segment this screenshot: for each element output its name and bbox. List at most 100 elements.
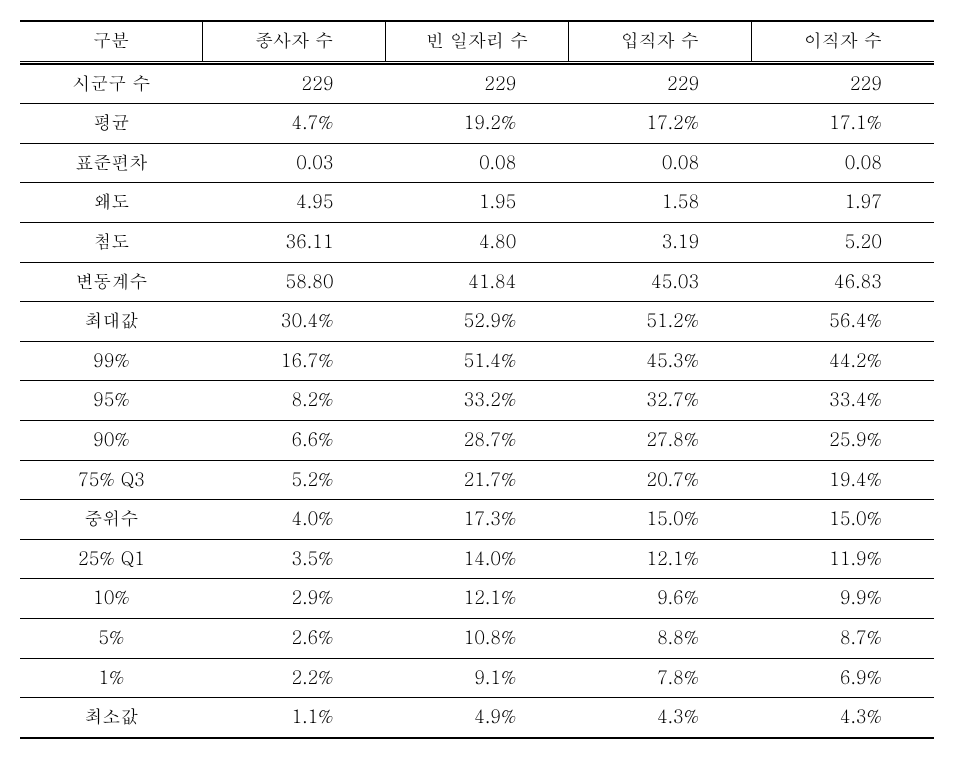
cell-value: 6.9% (751, 658, 934, 698)
cell-value: 44.2% (751, 341, 934, 381)
table-row: 95%8.2%33.2%32.7%33.4% (20, 381, 934, 421)
cell-value: 229 (568, 64, 751, 104)
col-header-vacancy: 빈 일자리 수 (386, 21, 569, 62)
cell-value: 33.2% (386, 381, 569, 421)
table-row: 1%2.2%9.1%7.8%6.9% (20, 658, 934, 698)
cell-value: 32.7% (568, 381, 751, 421)
cell-value: 5.2% (203, 460, 386, 500)
cell-value: 1.1% (203, 698, 386, 738)
cell-value: 2.6% (203, 618, 386, 658)
row-label: 1% (20, 658, 203, 698)
cell-value: 0.08 (751, 143, 934, 183)
cell-value: 2.9% (203, 579, 386, 619)
cell-value: 52.9% (386, 302, 569, 342)
table-row: 90%6.6%28.7%27.8%25.9% (20, 420, 934, 460)
table-row: 99%16.7%51.4%45.3%44.2% (20, 341, 934, 381)
table-row: 최대값30.4%52.9%51.2%56.4% (20, 302, 934, 342)
row-label: 첨도 (20, 222, 203, 262)
table-row: 왜도4.951.951.581.97 (20, 183, 934, 223)
row-label: 10% (20, 579, 203, 619)
row-label: 25% Q1 (20, 539, 203, 579)
row-label: 최대값 (20, 302, 203, 342)
cell-value: 12.1% (386, 579, 569, 619)
table-body: 시군구 수229229229229평균4.7%19.2%17.2%17.1%표준… (20, 64, 934, 738)
cell-value: 19.4% (751, 460, 934, 500)
cell-value: 10.8% (386, 618, 569, 658)
cell-value: 229 (386, 64, 569, 104)
cell-value: 58.80 (203, 262, 386, 302)
table-row: 표준편차0.030.080.080.08 (20, 143, 934, 183)
cell-value: 17.2% (568, 104, 751, 144)
cell-value: 45.3% (568, 341, 751, 381)
table-row: 평균4.7%19.2%17.2%17.1% (20, 104, 934, 144)
cell-value: 14.0% (386, 539, 569, 579)
table-row: 최소값1.1%4.9%4.3%4.3% (20, 698, 934, 738)
cell-value: 51.2% (568, 302, 751, 342)
cell-value: 8.8% (568, 618, 751, 658)
cell-value: 15.0% (751, 500, 934, 540)
statistics-table: 구분 종사자 수 빈 일자리 수 입직자 수 이직자 수 시군구 수229229… (20, 20, 934, 739)
cell-value: 45.03 (568, 262, 751, 302)
cell-value: 9.6% (568, 579, 751, 619)
cell-value: 0.03 (203, 143, 386, 183)
cell-value: 56.4% (751, 302, 934, 342)
cell-value: 41.84 (386, 262, 569, 302)
cell-value: 4.80 (386, 222, 569, 262)
cell-value: 15.0% (568, 500, 751, 540)
table-row: 중위수4.0%17.3%15.0%15.0% (20, 500, 934, 540)
row-label: 시군구 수 (20, 64, 203, 104)
row-label: 95% (20, 381, 203, 421)
table-header-row: 구분 종사자 수 빈 일자리 수 입직자 수 이직자 수 (20, 21, 934, 62)
table-row: 10%2.9%12.1%9.6%9.9% (20, 579, 934, 619)
cell-value: 4.3% (751, 698, 934, 738)
cell-value: 229 (203, 64, 386, 104)
row-label: 최소값 (20, 698, 203, 738)
cell-value: 21.7% (386, 460, 569, 500)
cell-value: 2.2% (203, 658, 386, 698)
table-row: 첨도36.114.803.195.20 (20, 222, 934, 262)
cell-value: 5.20 (751, 222, 934, 262)
row-label: 99% (20, 341, 203, 381)
col-header-workers: 종사자 수 (203, 21, 386, 62)
cell-value: 4.3% (568, 698, 751, 738)
cell-value: 1.97 (751, 183, 934, 223)
row-label: 5% (20, 618, 203, 658)
cell-value: 20.7% (568, 460, 751, 500)
row-label: 75% Q3 (20, 460, 203, 500)
cell-value: 3.19 (568, 222, 751, 262)
cell-value: 27.8% (568, 420, 751, 460)
cell-value: 17.1% (751, 104, 934, 144)
col-header-label: 구분 (20, 21, 203, 62)
cell-value: 36.11 (203, 222, 386, 262)
cell-value: 3.5% (203, 539, 386, 579)
cell-value: 7.8% (568, 658, 751, 698)
cell-value: 51.4% (386, 341, 569, 381)
cell-value: 6.6% (203, 420, 386, 460)
cell-value: 1.95 (386, 183, 569, 223)
row-label: 90% (20, 420, 203, 460)
table-row: 75% Q35.2%21.7%20.7%19.4% (20, 460, 934, 500)
cell-value: 8.7% (751, 618, 934, 658)
row-label: 왜도 (20, 183, 203, 223)
cell-value: 25.9% (751, 420, 934, 460)
row-label: 변동계수 (20, 262, 203, 302)
row-label: 중위수 (20, 500, 203, 540)
cell-value: 28.7% (386, 420, 569, 460)
cell-value: 12.1% (568, 539, 751, 579)
col-header-quits: 이직자 수 (751, 21, 934, 62)
cell-value: 0.08 (568, 143, 751, 183)
cell-value: 8.2% (203, 381, 386, 421)
cell-value: 30.4% (203, 302, 386, 342)
col-header-hires: 입직자 수 (568, 21, 751, 62)
cell-value: 19.2% (386, 104, 569, 144)
cell-value: 16.7% (203, 341, 386, 381)
row-label: 표준편차 (20, 143, 203, 183)
cell-value: 9.9% (751, 579, 934, 619)
cell-value: 4.95 (203, 183, 386, 223)
cell-value: 11.9% (751, 539, 934, 579)
cell-value: 229 (751, 64, 934, 104)
cell-value: 0.08 (386, 143, 569, 183)
cell-value: 1.58 (568, 183, 751, 223)
table-row: 시군구 수229229229229 (20, 64, 934, 104)
cell-value: 46.83 (751, 262, 934, 302)
